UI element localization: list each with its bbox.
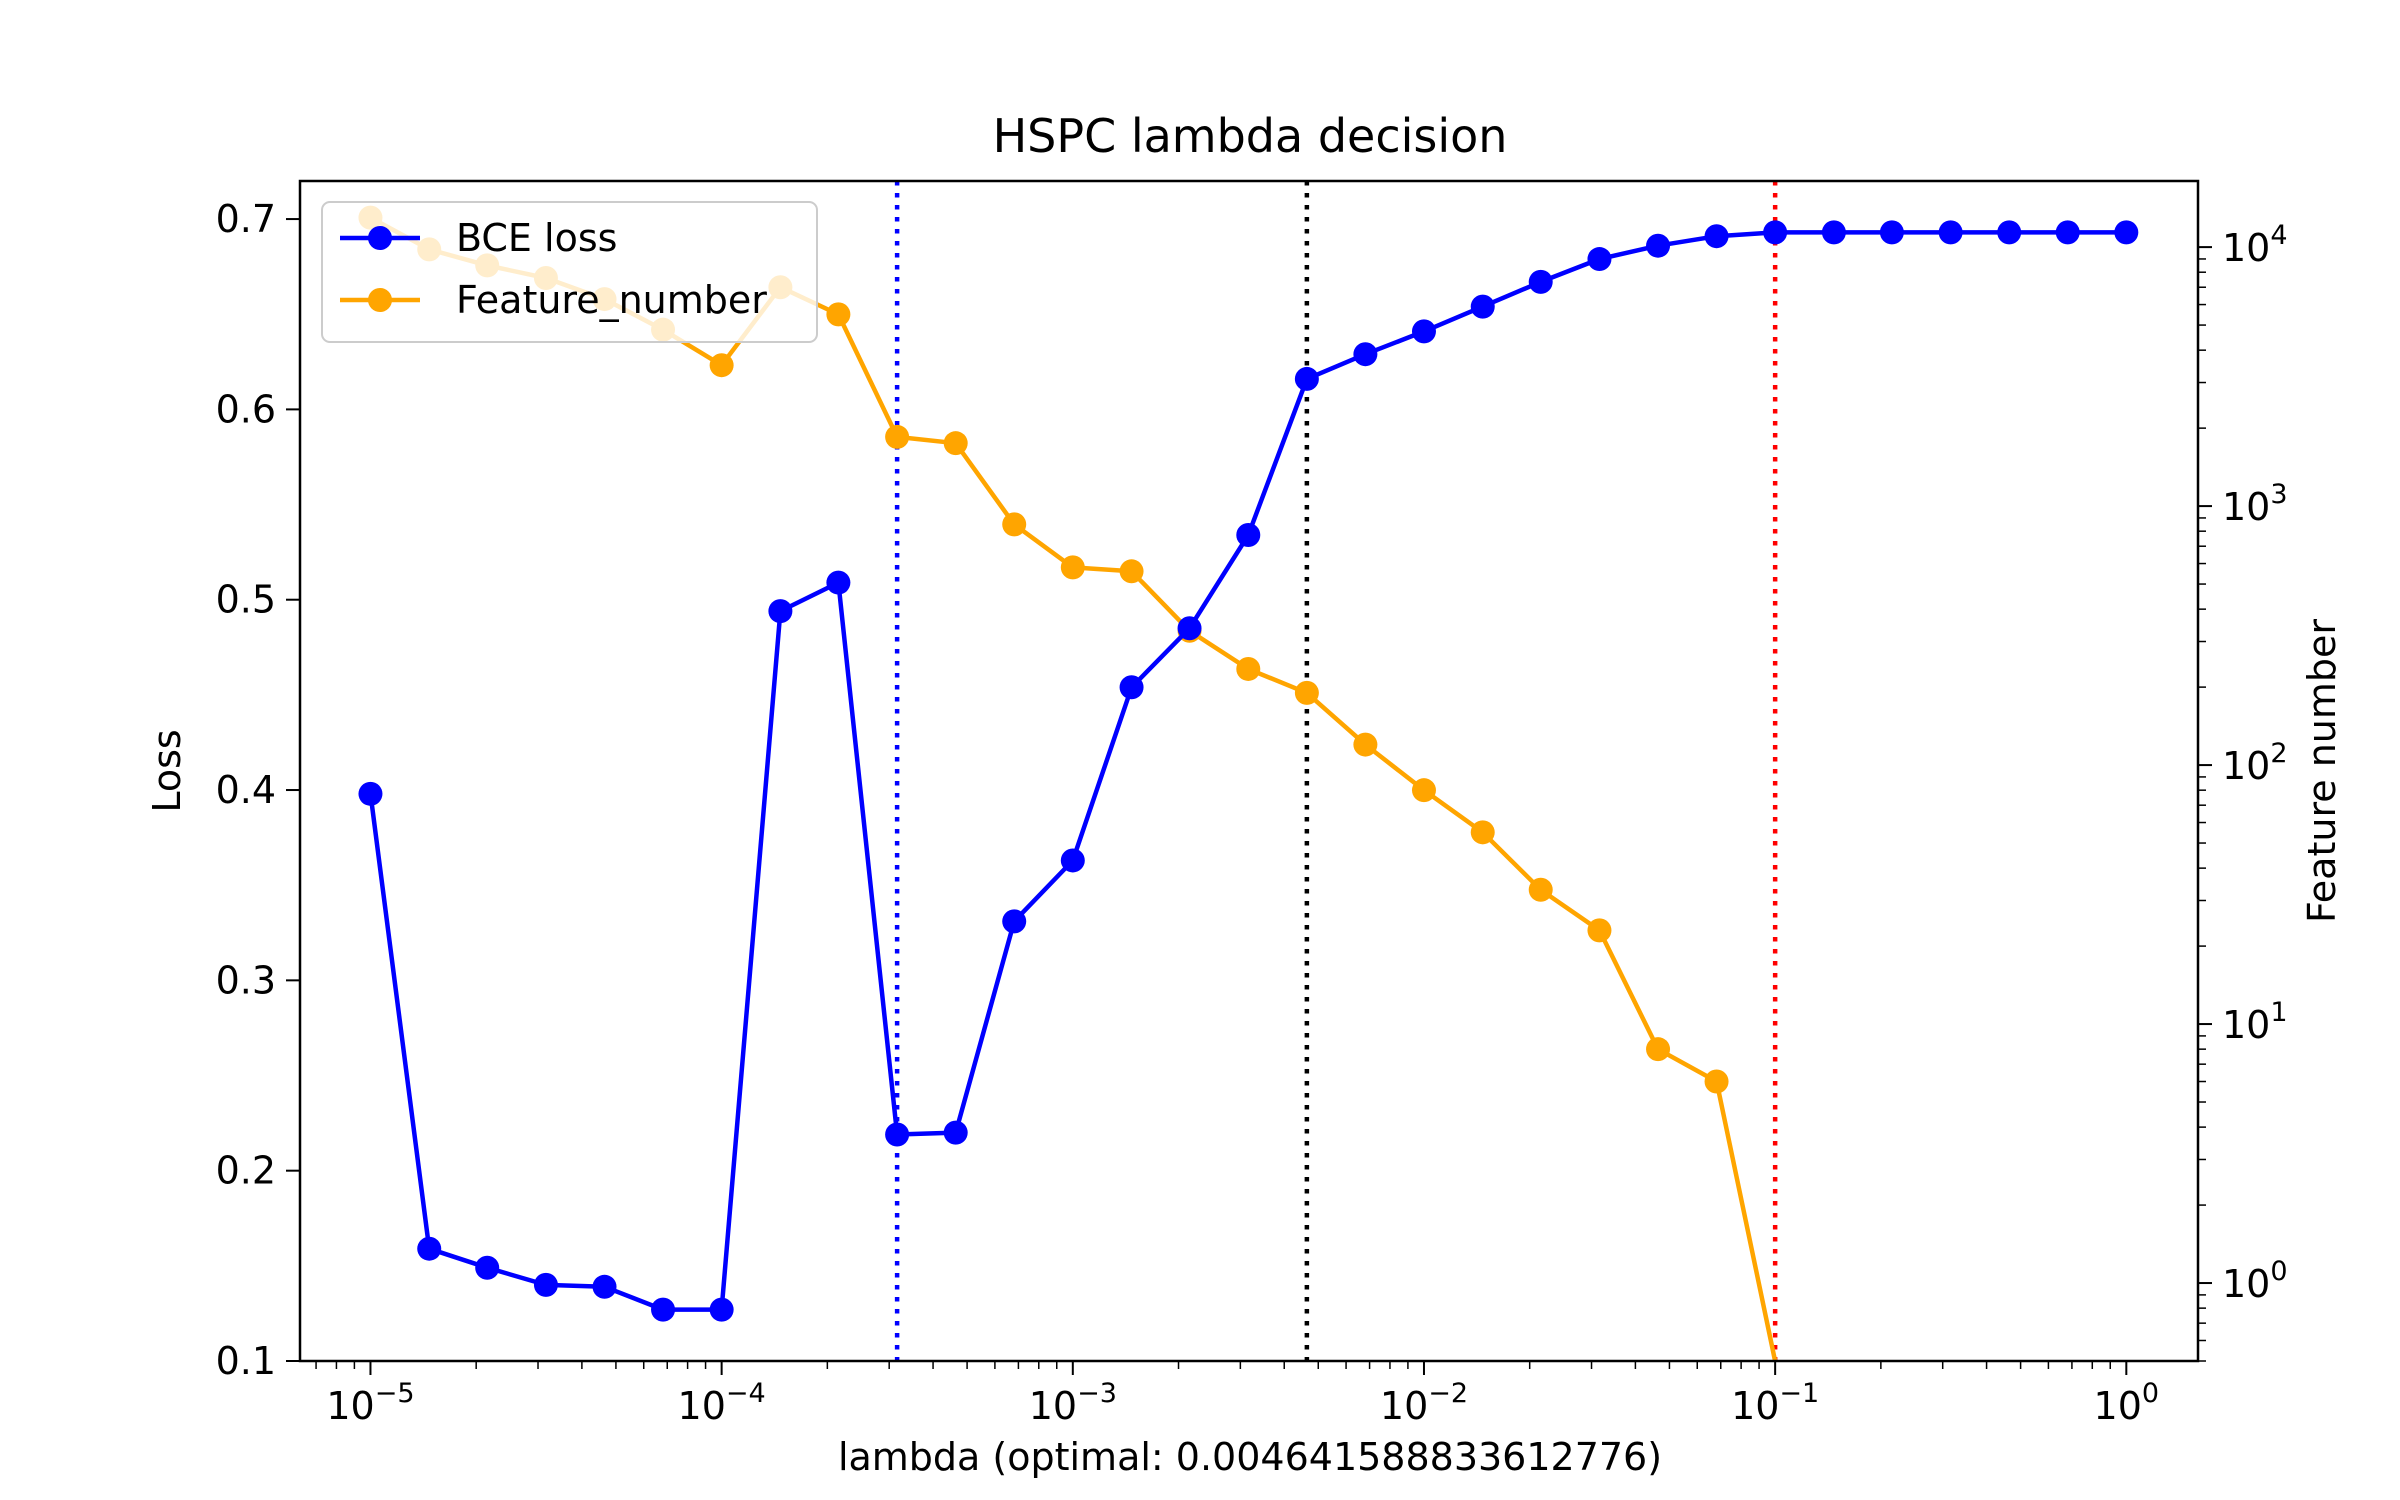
bce-loss-point — [1879, 220, 1904, 245]
feature-number-point — [1470, 820, 1495, 845]
x-tick-label: 10−5 — [326, 1378, 414, 1428]
feature-number-point — [1002, 512, 1027, 537]
bce-loss-point — [1587, 247, 1612, 272]
bce-loss-point — [1763, 220, 1788, 245]
bce-loss-point — [1002, 909, 1027, 934]
axes: 10−5 10−4 10−3 10−2 10−1 100 0.1 0.2 0.3 0.4 0.5 0.… — [216, 179, 2288, 1428]
reference-lines — [894, 181, 1778, 1361]
bce-loss-point — [1060, 848, 1085, 873]
feature-number-point — [943, 431, 968, 456]
bce-loss-point — [1528, 269, 1553, 294]
x-tick-label: 10−3 — [1029, 1378, 1117, 1428]
y-right-tick-label: 101 — [2222, 997, 2288, 1047]
bce-loss-point — [1997, 220, 2022, 245]
y-right-tick-label: 100 — [2222, 1256, 2288, 1306]
feature-number-point — [1119, 559, 1144, 584]
bce-loss-point — [1938, 220, 1963, 245]
feature-number-point — [709, 353, 734, 378]
legend-label: Feature_number — [456, 278, 767, 322]
x-tick-label: 10−1 — [1731, 1378, 1819, 1428]
bce-loss-point — [1704, 224, 1729, 249]
bce-loss-point — [943, 1120, 968, 1145]
chart-title: HSPC lambda decision — [993, 109, 1508, 163]
plot-frame — [298, 179, 2200, 1363]
y-left-tick-label: 0.3 — [216, 958, 276, 1002]
bce-loss-point — [2055, 220, 2080, 245]
y-axis-left-label: Loss — [145, 729, 189, 812]
bce-loss-point — [1177, 616, 1202, 641]
y-left-tick-label: 0.5 — [216, 578, 276, 622]
series-layer — [358, 205, 2139, 1362]
bce-loss-point — [1470, 294, 1495, 319]
x-tick-label: 10−2 — [1380, 1378, 1468, 1428]
bce-loss-point — [1119, 675, 1144, 700]
feature-number-point — [1587, 918, 1612, 943]
bce-loss-point — [358, 781, 383, 806]
y-axis-right-label: Feature number — [2300, 619, 2344, 923]
bce-loss-point — [768, 599, 793, 624]
bce-loss-point — [592, 1274, 617, 1299]
legend-box — [321, 201, 818, 343]
feature-number-point — [1411, 778, 1436, 803]
bce-loss-point — [417, 1236, 442, 1261]
x-tick-label: 10−4 — [678, 1378, 766, 1428]
bce-loss-point — [1411, 319, 1436, 344]
feature-number-point — [1236, 656, 1261, 681]
y-left-tick-label: 0.2 — [216, 1149, 276, 1193]
feature-number-point — [1060, 555, 1085, 580]
feature-number-point — [826, 302, 851, 327]
feature-number-point — [1294, 680, 1319, 705]
feature-number-point — [885, 424, 910, 449]
bce-loss-point — [885, 1122, 910, 1147]
bce-loss-point — [826, 570, 851, 595]
y-left-tick-label: 0.7 — [216, 197, 276, 241]
y-left-tick-label: 0.1 — [216, 1339, 276, 1383]
y-left-tick-label: 0.6 — [216, 387, 276, 431]
feature-number-point — [1704, 1069, 1729, 1094]
bce-loss-point — [1294, 366, 1319, 391]
feature-number-line — [369, 215, 1778, 1362]
x-tick-label: 100 — [2094, 1378, 2160, 1428]
feature-number-point — [1528, 877, 1553, 902]
bce-loss-point — [651, 1297, 676, 1322]
bce-loss-point — [1353, 342, 1378, 367]
bce-loss-point — [1236, 523, 1261, 547]
y-left-tick-label: 0.4 — [216, 768, 276, 812]
y-right-tick-label: 103 — [2222, 479, 2288, 529]
y-right-tick-label: 104 — [2222, 220, 2288, 270]
bce-loss-point — [475, 1255, 500, 1280]
y-right-tick-label: 102 — [2222, 738, 2288, 788]
x-axis-label: lambda (optimal: 0.004641588833612776) — [838, 1435, 1662, 1479]
bce-loss-point — [1646, 233, 1671, 258]
legend-label: BCE loss — [456, 216, 617, 260]
bce-loss-point — [533, 1272, 558, 1297]
legend-swatch-marker — [368, 226, 392, 250]
bce-loss-point — [2114, 220, 2139, 245]
feature-number-point — [1353, 732, 1378, 757]
legend: BCE loss Feature_number — [321, 201, 818, 343]
bce-loss-point — [1821, 220, 1846, 245]
legend-swatch-marker — [368, 288, 392, 312]
feature-number-point — [1646, 1037, 1671, 1062]
bce-loss-point — [709, 1297, 734, 1322]
bce-loss-line — [368, 230, 2127, 1312]
